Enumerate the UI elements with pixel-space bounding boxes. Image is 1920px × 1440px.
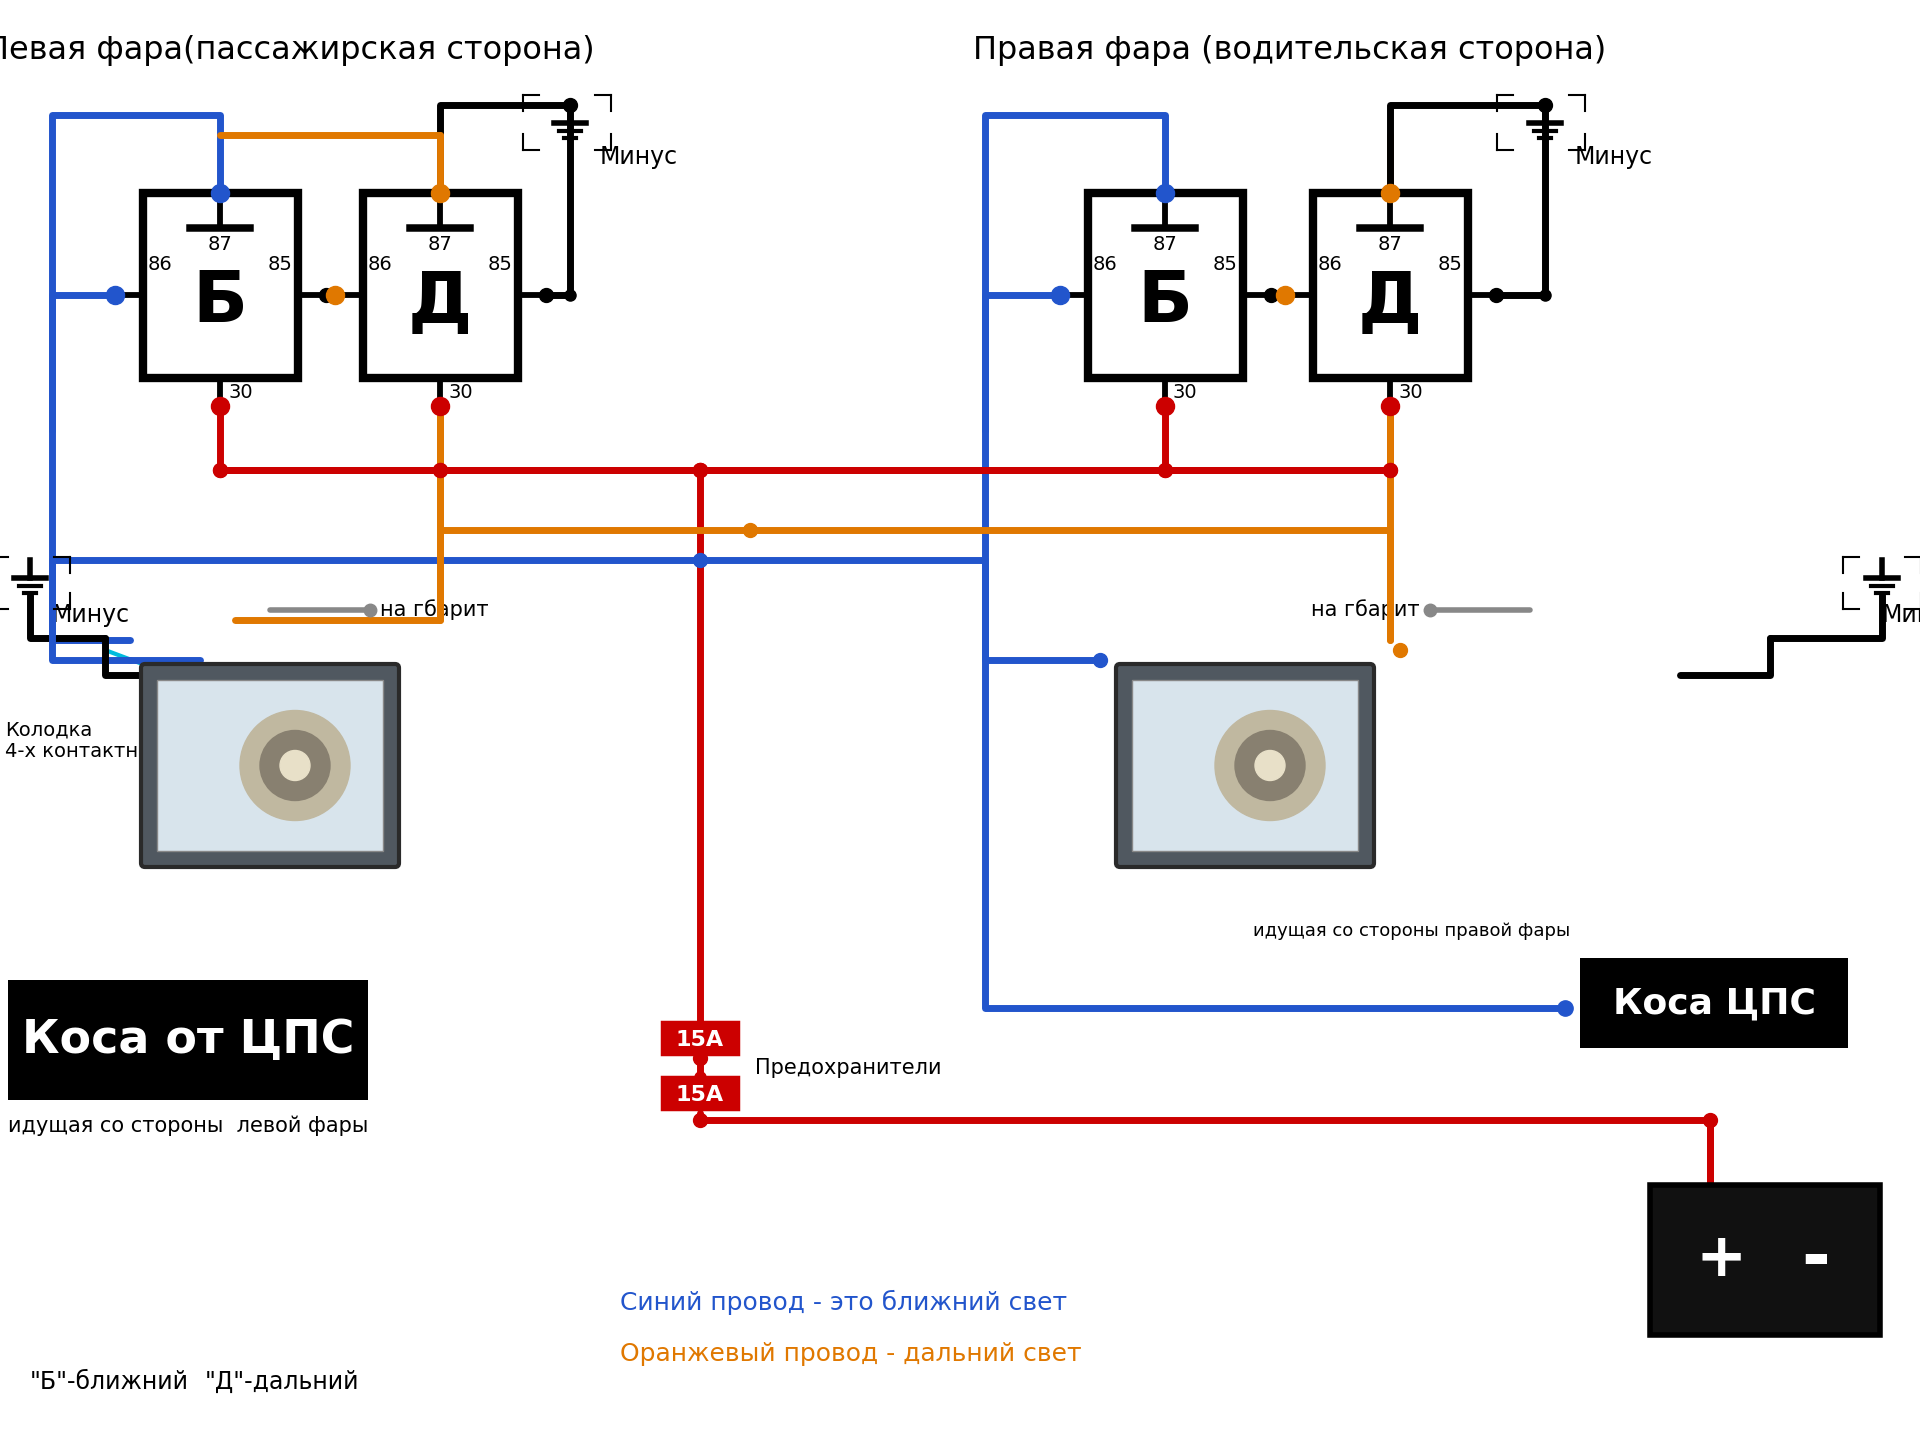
Text: Левая фара(пассажирская сторона): Левая фара(пассажирская сторона): [0, 35, 595, 66]
Circle shape: [1235, 730, 1306, 801]
Text: "Б"-ближний: "Б"-ближний: [31, 1369, 188, 1394]
Bar: [1649, 1185, 1880, 1335]
Text: 15А: 15А: [676, 1084, 724, 1104]
Text: идущая со стороны правой фары: идущая со стороны правой фары: [1252, 922, 1571, 940]
Text: 87: 87: [428, 236, 453, 255]
Text: Предохранители: Предохранители: [755, 1057, 941, 1077]
Text: Коса от ЦПС: Коса от ЦПС: [21, 1018, 353, 1063]
Text: 86: 86: [148, 255, 173, 274]
Text: Д: Д: [407, 268, 472, 337]
Text: 86: 86: [367, 255, 392, 274]
Text: 15А: 15А: [676, 1030, 724, 1050]
Text: Колодка
4-х контактная: Колодка 4-х контактная: [6, 720, 161, 760]
Text: 85: 85: [1438, 255, 1463, 274]
Text: 30: 30: [447, 383, 472, 402]
Text: 30: 30: [1173, 383, 1198, 402]
Bar: [1087, 193, 1242, 377]
Text: +: +: [1695, 1231, 1747, 1289]
FancyBboxPatch shape: [140, 664, 399, 867]
Text: 87: 87: [1152, 236, 1177, 255]
Text: Б: Б: [192, 268, 248, 337]
Text: Б: Б: [1137, 268, 1192, 337]
Text: на гбарит: на гбарит: [1311, 599, 1421, 621]
Circle shape: [240, 710, 349, 821]
Circle shape: [259, 730, 330, 801]
Text: 85: 85: [267, 255, 292, 274]
Text: на гбарит: на гбарит: [380, 599, 488, 621]
Bar: [157, 680, 382, 851]
Bar: [363, 193, 518, 377]
Text: 85: 85: [488, 255, 513, 274]
Text: "Д"-дальний: "Д"-дальний: [205, 1369, 359, 1394]
Bar: [1313, 193, 1467, 377]
Text: 30: 30: [228, 383, 253, 402]
Bar: [1133, 680, 1357, 851]
Text: Минус: Минус: [52, 603, 131, 626]
Text: 86: 86: [1317, 255, 1342, 274]
Bar: [8, 981, 369, 1100]
Bar: [1580, 958, 1847, 1048]
Text: Минус: Минус: [1574, 145, 1653, 168]
Text: Минус: Минус: [599, 145, 678, 168]
Text: Минус: Минус: [1882, 603, 1920, 626]
Text: 30: 30: [1398, 383, 1423, 402]
Text: 87: 87: [207, 236, 232, 255]
Circle shape: [1215, 710, 1325, 821]
Text: 87: 87: [1379, 236, 1402, 255]
Text: 86: 86: [1092, 255, 1117, 274]
FancyBboxPatch shape: [1116, 664, 1375, 867]
Bar: [662, 1022, 737, 1054]
Circle shape: [280, 750, 309, 780]
Text: Синий провод - это ближний свет: Синий провод - это ближний свет: [620, 1290, 1068, 1315]
Circle shape: [1256, 750, 1284, 780]
Bar: [662, 1077, 737, 1109]
Text: Оранжевый провод - дальний свет: Оранжевый провод - дальний свет: [620, 1342, 1081, 1367]
Text: Д: Д: [1357, 268, 1423, 337]
Text: -: -: [1801, 1227, 1830, 1293]
Text: Коса ЦПС: Коса ЦПС: [1613, 986, 1816, 1020]
Bar: [142, 193, 298, 377]
Text: Правая фара (водительская сторона): Правая фара (водительская сторона): [973, 35, 1607, 66]
Text: идущая со стороны  левой фары: идущая со стороны левой фары: [8, 1116, 369, 1136]
Text: 85: 85: [1213, 255, 1238, 274]
